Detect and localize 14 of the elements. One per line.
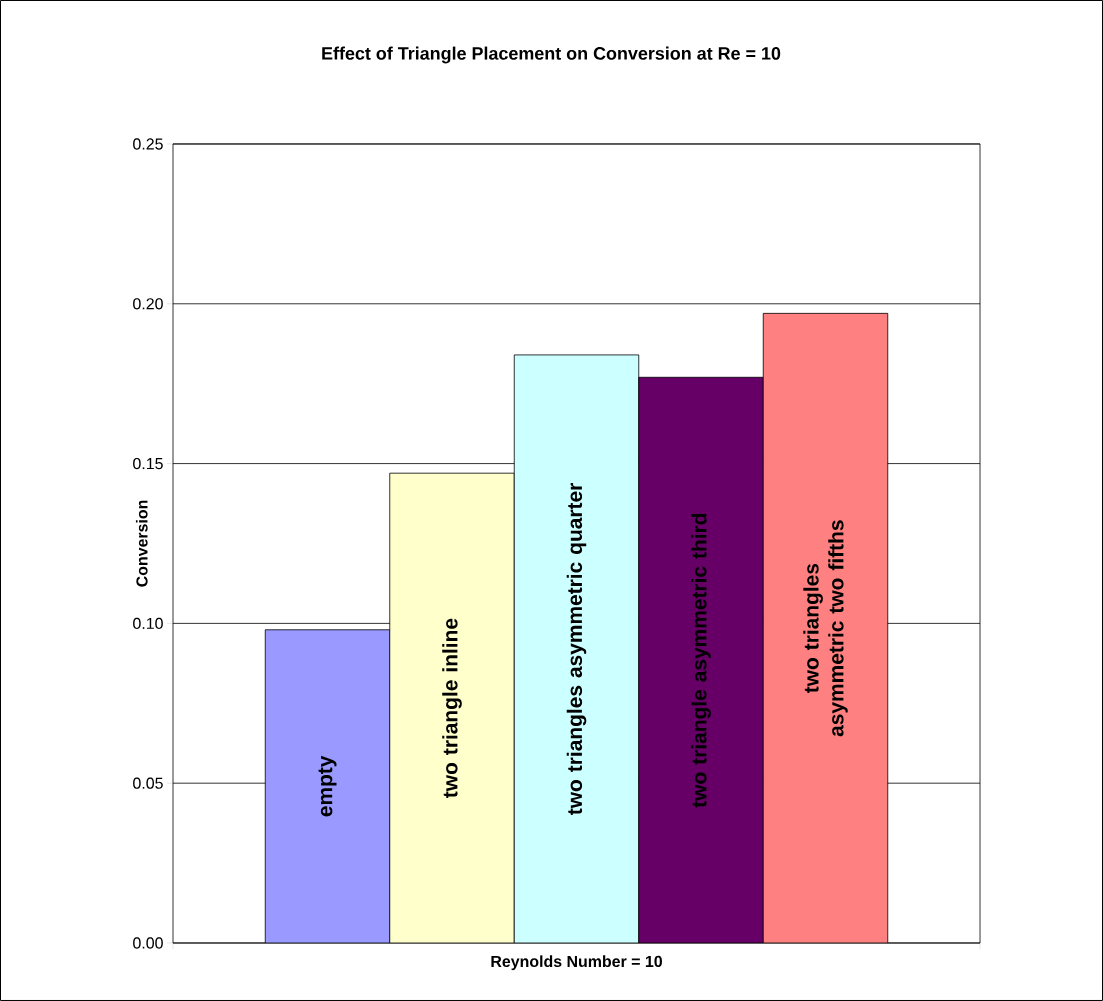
y-tick-label: 0.10 — [133, 617, 163, 630]
y-tick-label: 0.25 — [133, 138, 163, 150]
y-tick-label: 0.05 — [133, 777, 163, 789]
series-label: two triangle asymmetric third — [691, 513, 711, 808]
x-axis-title: Reynolds Number = 10 — [491, 955, 662, 971]
y-tick-label: 0.00 — [133, 937, 163, 949]
series-label: two triangles asymmetric quarter — [566, 483, 587, 815]
y-tick-label: 0.15 — [133, 457, 163, 470]
y-tick-label: 0.20 — [133, 298, 163, 310]
series-label: two triangle inline — [442, 618, 462, 798]
chart-title: Effect of Triangle Placement on Conversion at Re = 10 — [322, 46, 781, 64]
series-label: empty — [318, 755, 337, 817]
series-label: two triangles asymmetric two fifths — [803, 520, 848, 737]
y-axis-title: Conversion — [135, 500, 148, 587]
